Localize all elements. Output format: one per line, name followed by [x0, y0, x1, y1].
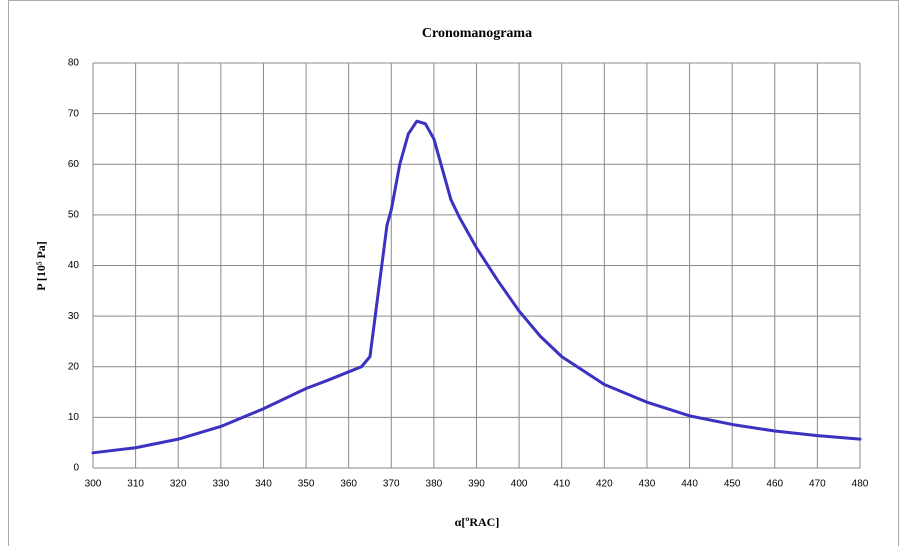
x-tick-label: 430 [639, 479, 656, 490]
x-tick-label: 360 [340, 479, 357, 490]
y-tick-label: 40 [68, 260, 80, 271]
x-tick-label: 350 [298, 479, 315, 490]
x-tick-label: 410 [553, 479, 570, 490]
x-tick-label: 300 [85, 479, 102, 490]
x-tick-label: 470 [809, 479, 826, 490]
x-tick-label: 330 [212, 479, 229, 490]
y-tick-label: 80 [68, 58, 80, 69]
chart-title: Cronomanograma [422, 26, 532, 41]
x-axis-label: α[ºRAC] [455, 515, 500, 529]
x-tick-label: 440 [681, 479, 698, 490]
y-tick-label: 0 [73, 463, 79, 474]
x-tick-label: 480 [852, 479, 869, 490]
y-axis-label: P [10⁵ Pa] [34, 241, 48, 291]
x-tick-label: 460 [766, 479, 783, 490]
y-tick-label: 50 [68, 210, 80, 221]
y-tick-label: 20 [68, 361, 80, 372]
y-tick-label: 30 [68, 311, 80, 322]
x-tick-label: 340 [255, 479, 272, 490]
x-tick-label: 400 [511, 479, 528, 490]
data-line [91, 119, 862, 455]
chart-frame [8, 0, 899, 546]
y-tick-label: 60 [68, 159, 80, 170]
x-tick-label: 310 [127, 479, 144, 490]
x-tick-label: 450 [724, 479, 741, 490]
x-tick-label: 380 [426, 479, 443, 490]
x-tick-label: 420 [596, 479, 613, 490]
y-tick-label: 10 [68, 412, 80, 423]
y-tick-label: 70 [68, 108, 80, 119]
x-tick-label: 390 [468, 479, 485, 490]
x-tick-label: 370 [383, 479, 400, 490]
x-tick-label: 320 [170, 479, 187, 490]
